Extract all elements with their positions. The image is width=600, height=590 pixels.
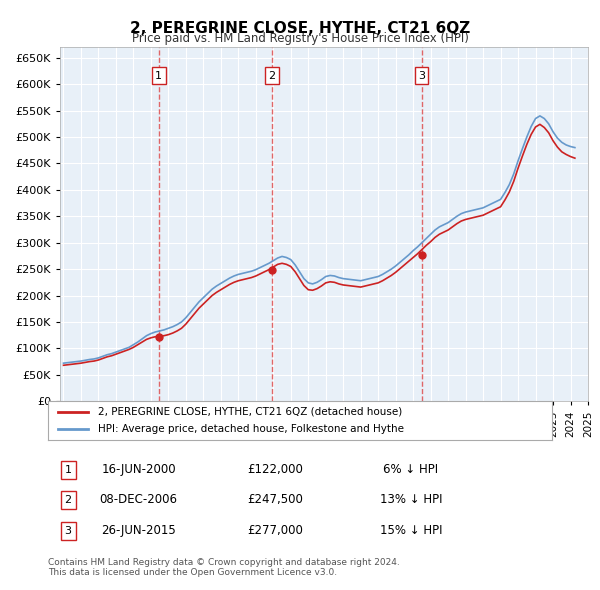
Text: 3: 3: [418, 71, 425, 80]
Text: This data is licensed under the Open Government Licence v3.0.: This data is licensed under the Open Gov…: [48, 568, 337, 576]
Text: 2: 2: [269, 71, 275, 80]
Text: 3: 3: [65, 526, 71, 536]
Text: 08-DEC-2006: 08-DEC-2006: [100, 493, 178, 506]
Text: Price paid vs. HM Land Registry's House Price Index (HPI): Price paid vs. HM Land Registry's House …: [131, 32, 469, 45]
Text: 1: 1: [65, 465, 71, 474]
Text: 26-JUN-2015: 26-JUN-2015: [101, 525, 176, 537]
Text: £122,000: £122,000: [247, 463, 303, 476]
Text: 15% ↓ HPI: 15% ↓ HPI: [380, 525, 442, 537]
Text: Contains HM Land Registry data © Crown copyright and database right 2024.: Contains HM Land Registry data © Crown c…: [48, 558, 400, 566]
Text: £277,000: £277,000: [247, 525, 303, 537]
Text: 13% ↓ HPI: 13% ↓ HPI: [380, 493, 442, 506]
Text: 2, PEREGRINE CLOSE, HYTHE, CT21 6QZ (detached house): 2, PEREGRINE CLOSE, HYTHE, CT21 6QZ (det…: [98, 407, 403, 417]
Text: £247,500: £247,500: [247, 493, 303, 506]
Text: 1: 1: [155, 71, 162, 80]
Text: 16-JUN-2000: 16-JUN-2000: [101, 463, 176, 476]
Text: 2, PEREGRINE CLOSE, HYTHE, CT21 6QZ: 2, PEREGRINE CLOSE, HYTHE, CT21 6QZ: [130, 21, 470, 35]
Text: HPI: Average price, detached house, Folkestone and Hythe: HPI: Average price, detached house, Folk…: [98, 424, 404, 434]
Text: 2: 2: [65, 495, 72, 505]
Text: 6% ↓ HPI: 6% ↓ HPI: [383, 463, 439, 476]
